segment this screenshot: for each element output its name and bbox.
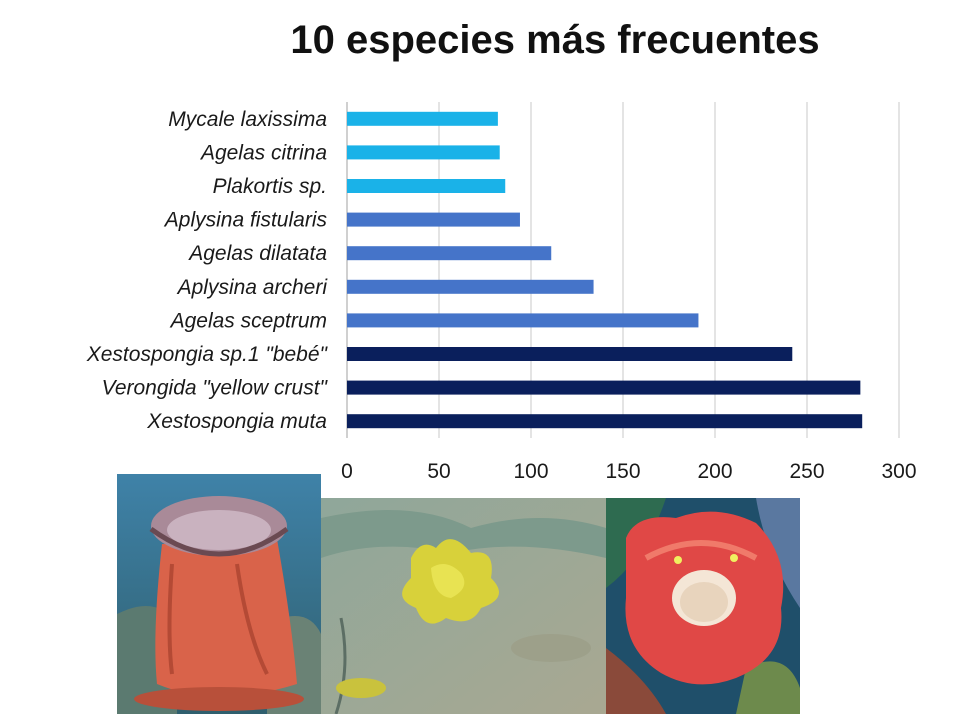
bar — [347, 246, 552, 261]
tick-label: 250 — [789, 460, 824, 483]
category-label: Xestospongia muta — [146, 410, 327, 433]
tick-label: 100 — [513, 460, 548, 483]
red-sponge-photo — [606, 498, 800, 714]
tick-label: 200 — [697, 460, 732, 483]
x-axis-ticks: 0 50 100 150 200 250 300 — [341, 460, 916, 483]
category-labels: Mycale laxissima Agelas citrina Plakortis … — [86, 108, 329, 433]
barrel-sponge-photo — [117, 474, 321, 714]
bar — [347, 179, 506, 193]
tick-label: 0 — [341, 460, 353, 483]
category-label: Plakortis sp. — [213, 175, 327, 198]
chart-title: 10 especies más frecuentes — [290, 18, 820, 62]
tick-label: 150 — [605, 460, 640, 483]
category-label: Agelas sceptrum — [169, 309, 327, 332]
category-label: Aplysina fistularis — [163, 209, 328, 232]
category-label: Verongida "yellow crust" — [102, 377, 329, 400]
bar — [347, 347, 793, 361]
tick-label: 50 — [427, 460, 450, 483]
category-label: Xestospongia sp.1 "bebé" — [86, 343, 329, 366]
category-label: Agelas dilatata — [187, 242, 327, 265]
bar-chart: Mycale laxissima Agelas citrina Plakortis … — [86, 102, 917, 483]
bar — [347, 279, 594, 294]
bar — [347, 380, 861, 395]
bar — [347, 313, 699, 328]
category-label: Mycale laxissima — [168, 108, 327, 131]
yellow-crust-sponge-photo — [321, 498, 606, 714]
bar — [347, 145, 500, 160]
bar — [347, 111, 498, 126]
bars — [347, 111, 863, 429]
tick-label: 300 — [881, 460, 916, 483]
category-label: Aplysina archeri — [176, 276, 329, 299]
category-label: Agelas citrina — [199, 141, 327, 164]
bar — [347, 212, 520, 227]
bar — [347, 414, 863, 429]
